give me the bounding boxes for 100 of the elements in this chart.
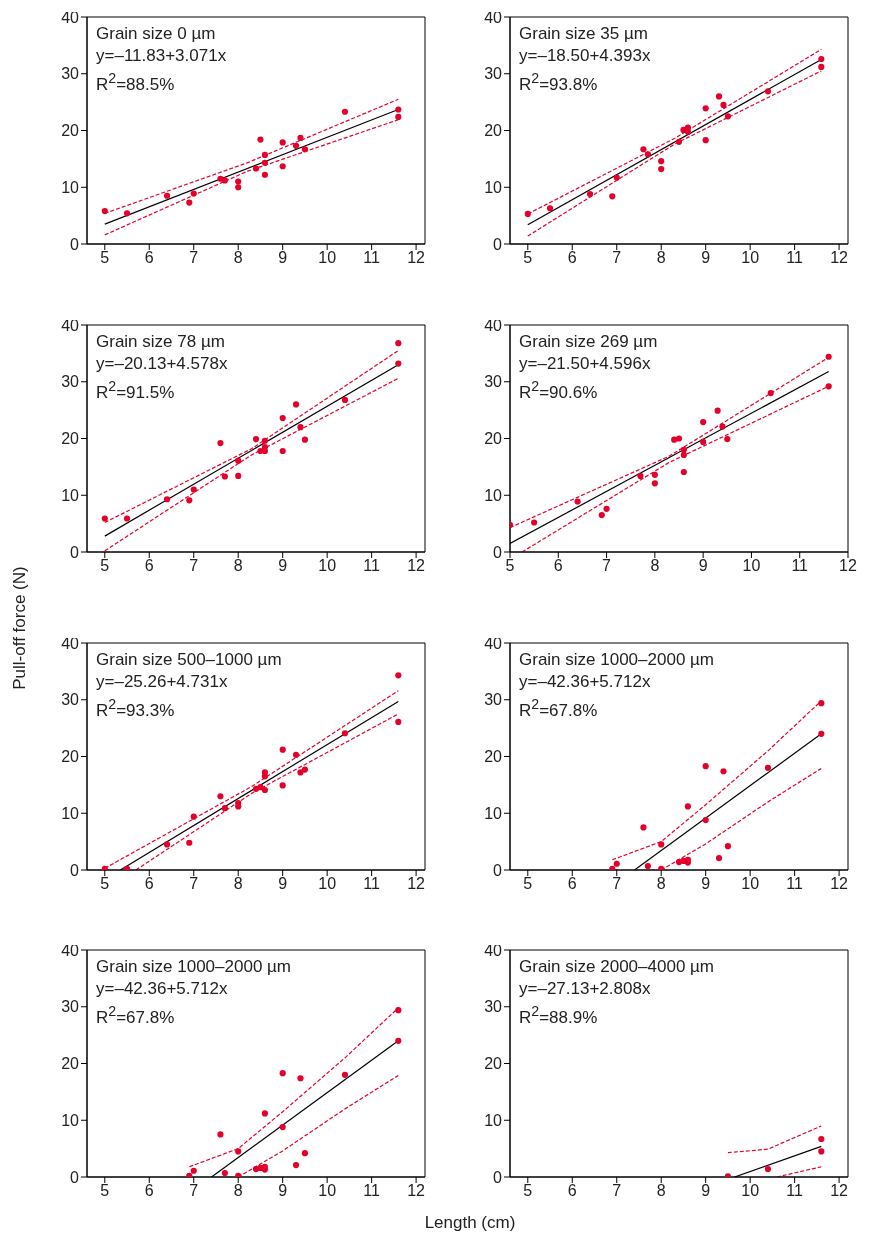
point	[640, 824, 647, 831]
point	[279, 447, 286, 455]
y-tick-label: 20	[61, 122, 80, 140]
point	[101, 865, 108, 870]
point	[279, 1070, 286, 1077]
annotation: Grain size 35 µm	[519, 23, 649, 45]
y-tick-label: 40	[61, 8, 80, 26]
x-tick-label: 5	[100, 875, 110, 893]
y-tick-label: 10	[484, 804, 503, 822]
point	[235, 1148, 242, 1155]
point	[644, 862, 651, 870]
y-tick-label: 10	[61, 486, 80, 504]
x-tick-label: 12	[830, 875, 849, 893]
x-tick-label: 5	[505, 557, 515, 575]
x-tick-label: 9	[278, 557, 288, 575]
point	[818, 730, 825, 737]
x-tick-label: 5	[100, 1182, 110, 1200]
x-tick-label: 7	[612, 875, 622, 893]
point	[613, 174, 620, 181]
annotation: y=–20.13+4.578x	[96, 353, 228, 375]
point	[395, 718, 402, 725]
point	[531, 519, 538, 526]
point	[818, 55, 825, 63]
annotation: R$^{2}$=90.6%	[519, 377, 599, 404]
x-tick-label: 6	[144, 557, 154, 575]
point	[217, 1131, 224, 1138]
point	[301, 1150, 309, 1157]
point	[221, 177, 228, 184]
annotation: Grain size 1000–2000 µm	[519, 649, 715, 671]
point	[186, 497, 193, 504]
annotation: y=–42.36+5.712x	[519, 671, 652, 693]
point	[818, 63, 825, 71]
point	[186, 199, 193, 206]
x-tick-label: 7	[612, 1182, 622, 1200]
point	[279, 139, 286, 146]
y-tick-label: 30	[484, 998, 503, 1016]
point	[637, 472, 644, 480]
point	[261, 159, 268, 166]
x-tick-label: 8	[656, 249, 666, 267]
point	[252, 435, 260, 443]
y-tick-label: 0	[70, 861, 80, 879]
point	[671, 436, 678, 443]
point	[720, 768, 727, 775]
point	[603, 505, 610, 512]
y-tick-label: 40	[61, 941, 80, 959]
point	[684, 128, 691, 135]
point	[702, 105, 709, 112]
point	[719, 423, 726, 430]
x-tick-label: 8	[656, 875, 666, 893]
point	[123, 515, 131, 522]
x-tick-label: 5	[523, 249, 533, 267]
point	[702, 763, 709, 770]
point	[261, 171, 268, 178]
x-tick-label: 10	[318, 249, 337, 267]
point	[680, 468, 687, 476]
point	[680, 451, 687, 459]
x-tick-label: 8	[233, 557, 243, 575]
annotation: R$^{2}$=93.3%	[96, 695, 176, 722]
point	[395, 1007, 402, 1014]
point	[235, 472, 242, 480]
y-tick-label: 0	[70, 1168, 80, 1186]
annotation: y=–18.50+4.393x	[519, 45, 651, 67]
point	[261, 786, 268, 794]
x-tick-label: 11	[791, 557, 809, 575]
annotation: R$^{2}$=88.5%	[96, 69, 176, 96]
y-tick-label: 10	[484, 1111, 503, 1129]
point	[700, 418, 707, 426]
point	[702, 137, 709, 144]
x-tick-label: 11	[786, 875, 804, 893]
x-tick-label: 11	[363, 1182, 381, 1200]
y-tick-label: 20	[61, 748, 80, 766]
point	[297, 1075, 304, 1082]
point	[261, 773, 268, 780]
point	[586, 190, 594, 198]
point	[341, 730, 349, 737]
x-tick-label: 7	[189, 557, 199, 575]
annotation: y=–27.13+2.808x	[519, 978, 652, 1000]
x-tick-label: 5	[100, 557, 110, 575]
point	[644, 151, 651, 158]
point	[680, 446, 687, 453]
point	[724, 843, 732, 850]
point	[609, 865, 616, 870]
x-tick-label: 5	[523, 875, 533, 893]
x-tick-label: 7	[189, 249, 199, 267]
x-tick-label: 9	[278, 1182, 288, 1200]
point	[395, 360, 402, 367]
x-tick-label: 7	[602, 557, 612, 575]
point	[700, 438, 707, 445]
x-tick-label: 10	[741, 875, 760, 893]
y-tick-label: 30	[484, 65, 503, 83]
x-tick-label: 6	[567, 875, 577, 893]
x-tick-label: 12	[830, 1182, 849, 1200]
point	[395, 106, 402, 113]
point	[123, 210, 131, 217]
point	[658, 865, 665, 870]
y-tick-label: 30	[484, 691, 503, 709]
point	[301, 146, 309, 153]
x-tick-label: 11	[786, 1182, 804, 1200]
point	[297, 424, 304, 431]
x-tick-label: 8	[233, 1182, 243, 1200]
